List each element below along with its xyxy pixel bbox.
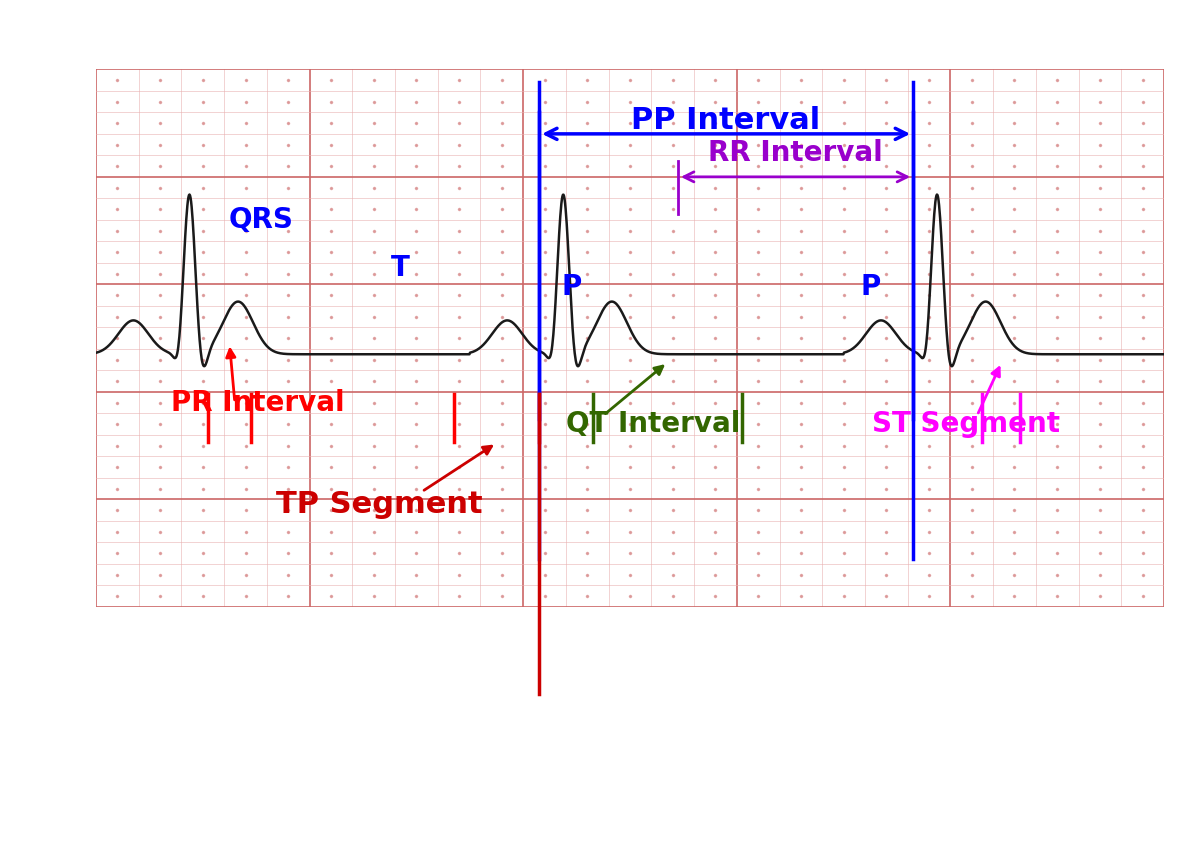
- Text: P: P: [860, 273, 881, 301]
- Text: PP Interval: PP Interval: [631, 106, 821, 135]
- Text: TP Segment: TP Segment: [276, 490, 482, 519]
- Text: ST Segment: ST Segment: [872, 410, 1061, 438]
- Text: PR Interval: PR Interval: [170, 388, 344, 417]
- Text: QT Interval: QT Interval: [566, 410, 740, 438]
- Text: P: P: [562, 273, 581, 301]
- Text: T: T: [391, 254, 410, 283]
- Text: RR Interval: RR Interval: [708, 139, 883, 166]
- Text: QRS: QRS: [229, 205, 294, 234]
